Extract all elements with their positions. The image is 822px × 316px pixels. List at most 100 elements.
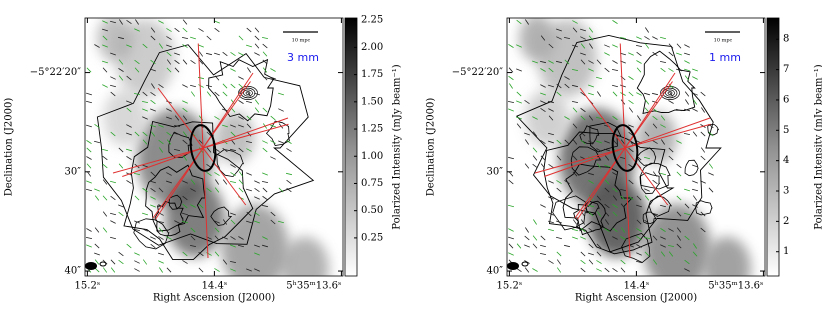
polarization-vector — [182, 139, 188, 145]
polarization-vector — [540, 235, 546, 241]
outflow-axis — [574, 81, 673, 219]
polarization-vector — [198, 115, 204, 121]
polarization-vector — [150, 131, 156, 137]
y-axis-label: Declination (J2000) — [426, 98, 437, 197]
polarization-vector — [700, 180, 706, 184]
polarization-vector — [588, 180, 594, 184]
polarization-vector — [182, 131, 188, 137]
polarization-vector — [182, 100, 188, 104]
polarization-vector — [142, 116, 148, 120]
y-tick-label: 30″ — [487, 166, 504, 177]
polarization-vector — [230, 212, 236, 216]
emission — [637, 112, 677, 164]
polarization-vector — [507, 204, 515, 208]
polarization-vector — [660, 124, 666, 128]
polarization-vector — [588, 115, 594, 121]
polarization-vector — [708, 187, 714, 193]
polarization-vector — [133, 228, 141, 232]
polarization-vector — [580, 131, 586, 137]
polarization-vector — [262, 75, 268, 81]
polarization-vector — [692, 68, 698, 72]
polarization-vector — [102, 67, 108, 73]
polarization-vector — [278, 187, 284, 193]
polarization-vector — [628, 195, 634, 201]
polarization-vector — [198, 28, 204, 32]
polarization-vector — [652, 36, 658, 40]
polarization-vector — [126, 132, 132, 136]
polarization-vector — [214, 227, 220, 233]
polarization-vector — [644, 36, 650, 40]
polarization-vector — [660, 236, 666, 240]
polarization-vector — [182, 212, 188, 216]
polarization-vector — [668, 68, 674, 72]
polarization-vector — [86, 156, 92, 160]
polarization-vector — [540, 100, 546, 104]
polarization-vector — [556, 267, 562, 273]
polarization-vector — [142, 131, 148, 137]
polarization-vector — [684, 44, 690, 48]
polarization-vector — [222, 108, 228, 112]
polarization-vector — [564, 139, 570, 145]
polarization-vector — [214, 187, 220, 193]
polarization-vector — [684, 188, 690, 192]
polarization-vector — [134, 252, 140, 256]
x-tick-label: 14.4ˢ — [624, 281, 650, 292]
polarization-vector — [182, 260, 188, 264]
polarization-vector — [254, 27, 260, 33]
polarization-vector — [692, 180, 698, 184]
polarization-vector — [556, 259, 562, 265]
polarization-vector — [635, 260, 643, 264]
polarization-vector — [571, 228, 579, 232]
polarization-vector — [173, 132, 181, 136]
polarization-vector — [174, 67, 180, 73]
polarization-vector — [262, 140, 268, 144]
colorbar — [766, 17, 780, 277]
polarization-vector — [676, 52, 682, 56]
polarization-vector — [214, 75, 220, 81]
polarization-vector — [166, 131, 172, 137]
polarization-vector — [580, 115, 586, 121]
polarization-vector — [540, 35, 546, 41]
polarization-vector — [548, 260, 554, 264]
polarization-vector — [182, 115, 188, 121]
polarization-vector — [524, 235, 530, 241]
polarization-vector — [652, 179, 658, 185]
polarization-vector — [246, 268, 252, 272]
polarization-vector — [134, 195, 140, 201]
polarization-vector — [262, 172, 268, 176]
polarization-vector — [588, 259, 594, 265]
polarization-vector — [85, 188, 93, 192]
polarization-vector — [588, 156, 594, 160]
polarization-vector — [110, 220, 116, 224]
emission — [525, 89, 569, 147]
colorbar-tick-label: 8 — [783, 34, 789, 45]
emission — [519, 18, 555, 62]
colorbar-tick-label: 2.25 — [361, 15, 383, 26]
polarization-vector — [692, 99, 698, 105]
polarization-vector — [580, 36, 586, 40]
polarization-vector — [286, 148, 292, 152]
polarization-vector — [94, 243, 100, 249]
contour — [636, 50, 696, 114]
polarization-vector — [508, 228, 514, 232]
polarization-vector — [198, 51, 204, 57]
polarization-vector — [222, 259, 228, 265]
polarization-vector — [659, 172, 667, 176]
polarization-vector — [86, 100, 92, 104]
polarization-vector — [126, 100, 132, 104]
polarization-vector — [150, 124, 156, 128]
polarization-vector — [246, 123, 252, 129]
contour — [210, 206, 233, 226]
polarization-vector — [676, 140, 682, 144]
polarization-vector — [643, 236, 651, 240]
polarization-vector — [118, 59, 124, 65]
polarization-vector — [134, 28, 140, 32]
polarization-vector — [684, 60, 690, 64]
polarization-vector — [509, 83, 513, 89]
contour — [684, 159, 699, 177]
polarization-vector — [101, 148, 109, 152]
polarization-vector — [94, 267, 100, 273]
polarization-vector — [102, 163, 108, 169]
polarization-vector — [174, 220, 180, 224]
outflow-axis — [619, 43, 631, 259]
